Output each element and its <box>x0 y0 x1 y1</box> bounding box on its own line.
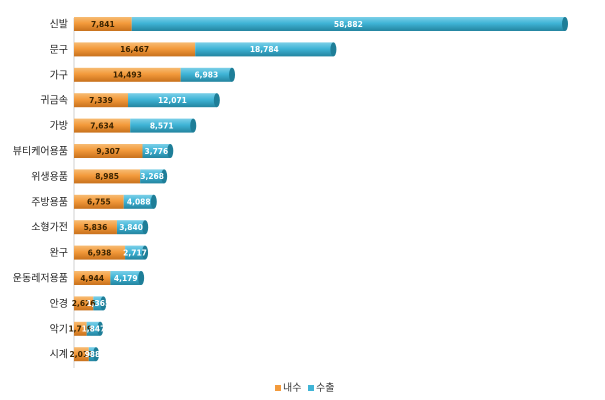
category-label: 악기 <box>50 323 68 335</box>
bar-export <box>116 220 146 235</box>
bar-domestic <box>74 296 94 311</box>
bar-export <box>142 144 171 158</box>
value-label-domestic: 2,626 <box>72 299 96 308</box>
category-label: 주방용품 <box>31 196 68 208</box>
value-label-domestic: 2,011 <box>70 350 94 359</box>
value-label-domestic: 9,307 <box>96 147 120 156</box>
bar-export <box>88 347 97 362</box>
category-label: 위생용품 <box>31 170 68 183</box>
value-label-export: 4,179 <box>114 274 138 283</box>
bar-domestic <box>74 67 181 82</box>
bar-export <box>125 245 146 260</box>
value-label-export: 8,571 <box>150 121 174 130</box>
value-label-domestic: 4,944 <box>80 274 104 283</box>
value-label-export: 58,882 <box>334 20 363 29</box>
bar-domestic <box>74 118 131 133</box>
bar-export <box>128 93 217 108</box>
category-label: 문구 <box>50 44 68 56</box>
value-label-domestic: 7,841 <box>91 20 115 29</box>
bar-domestic <box>74 17 132 31</box>
legend: 내수 수출 <box>275 382 334 394</box>
bar-export <box>180 67 233 82</box>
bar-end-cap <box>100 296 107 311</box>
legend-swatch-domestic <box>275 385 281 391</box>
bar-domestic <box>74 194 124 209</box>
bar-end-cap <box>142 220 149 235</box>
value-label-export: 3,268 <box>140 172 164 181</box>
bar-end-cap <box>190 118 197 133</box>
bar-export <box>131 17 566 31</box>
bar-domestic <box>74 347 89 362</box>
value-label-export: 2,717 <box>123 248 147 257</box>
value-label-export: 1,365 <box>86 299 110 308</box>
value-label-domestic: 5,836 <box>84 223 108 232</box>
value-label-domestic: 8,985 <box>95 172 119 181</box>
legend-label-domestic: 내수 <box>283 382 301 394</box>
bar-end-cap <box>97 321 104 336</box>
category-label: 운동레저용품 <box>13 273 68 285</box>
bar-domestic <box>74 93 129 108</box>
bar-end-cap <box>161 169 168 184</box>
value-label-domestic: 14,493 <box>113 71 142 80</box>
bar-domestic <box>74 42 196 57</box>
value-label-export: 1,847 <box>82 325 106 334</box>
bars-layer: 7,841 58,882 16,467 18,784 14,493 6,983 7,339 1… <box>68 17 568 362</box>
value-label-export: 4,088 <box>127 198 151 207</box>
value-label-export: 12,071 <box>158 96 187 105</box>
category-label: 안경 <box>50 297 68 310</box>
bar-domestic <box>74 321 87 336</box>
value-label-export: 988 <box>85 350 101 359</box>
value-label-export: 3,776 <box>145 147 169 156</box>
value-label-domestic: 6,755 <box>87 198 111 207</box>
bar-export <box>110 271 142 285</box>
category-label: 뷰티케어용품 <box>13 146 68 158</box>
value-label-domestic: 16,467 <box>120 45 149 54</box>
value-label-export: 3,840 <box>119 223 143 232</box>
bar-domestic <box>74 169 141 184</box>
bar-end-cap <box>93 347 100 362</box>
bar-export <box>195 42 334 57</box>
category-labels: 신발문구가구귀금속가방뷰티케어용품위생용품주방용품소형가전완구운동레저용품안경악… <box>13 19 68 361</box>
category-label: 가구 <box>50 69 68 81</box>
bar-domestic <box>74 144 143 158</box>
value-label-domestic: 7,339 <box>89 96 113 105</box>
bar-end-cap <box>562 17 568 31</box>
legend-swatch-export <box>308 385 314 391</box>
category-label: 시계 <box>50 349 68 361</box>
legend-label-export: 수출 <box>316 382 334 394</box>
category-label: 신발 <box>50 19 68 31</box>
category-label: 가방 <box>50 120 68 132</box>
bar-end-cap <box>150 194 157 209</box>
bar-end-cap <box>330 42 337 57</box>
bar-end-cap <box>138 271 145 285</box>
value-label-domestic: 6,938 <box>88 248 112 257</box>
category-label: 소형가전 <box>31 222 68 234</box>
bar-end-cap <box>213 93 220 108</box>
bar-domestic <box>74 245 126 260</box>
category-label: 완구 <box>50 247 68 259</box>
bar-export <box>140 169 165 184</box>
bar-export <box>93 296 104 311</box>
value-label-domestic: 7,634 <box>90 121 114 130</box>
bar-end-cap <box>229 67 236 82</box>
bar-export <box>123 194 154 209</box>
bar-domestic <box>74 271 111 285</box>
bar-export <box>86 321 101 336</box>
bar-export <box>130 118 194 133</box>
value-label-domestic: 1,719 <box>68 325 92 334</box>
value-label-export: 18,784 <box>250 45 279 54</box>
bar-domestic <box>74 220 117 235</box>
category-label: 귀금속 <box>40 95 68 107</box>
bar-end-cap <box>142 245 149 260</box>
bar-end-cap <box>167 144 174 158</box>
value-label-export: 6,983 <box>194 71 218 80</box>
